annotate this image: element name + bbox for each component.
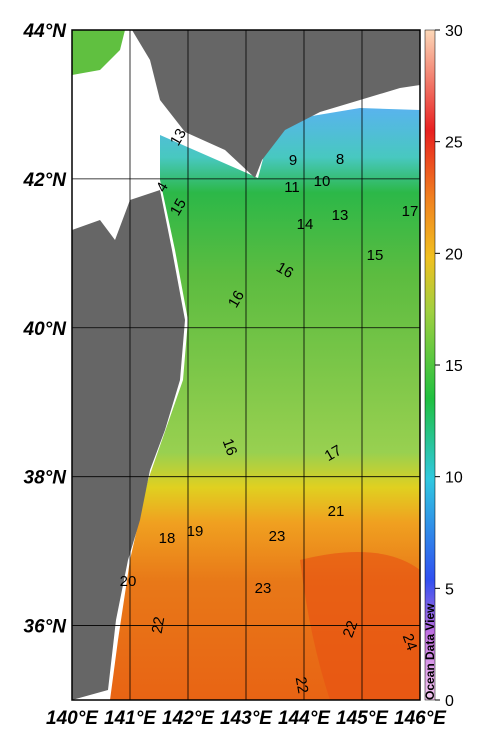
contour-label: 23 [255, 580, 272, 597]
colorbar-tick-label: 10 [445, 470, 463, 487]
lat-tick-label: 36°N [24, 617, 68, 638]
map-area [71, 29, 421, 701]
contour-label: 24 [399, 631, 421, 652]
contour-label: 21 [328, 503, 345, 520]
contour-label: 10 [314, 173, 331, 190]
lon-tick-label: 141°E [104, 708, 157, 729]
colorbar [424, 29, 436, 701]
contour-label: 14 [297, 216, 314, 233]
contour-label: 19 [187, 523, 204, 540]
lon-tick-label: 143°E [220, 708, 273, 729]
contour-label: 15 [367, 247, 384, 264]
contour-label: 16 [273, 259, 296, 282]
sea-patch [300, 552, 420, 700]
contour-label: 15 [167, 196, 190, 219]
contour-label: 17 [322, 442, 345, 465]
lon-tick-label: 146°E [394, 708, 447, 729]
contour-label: 11 [284, 179, 300, 196]
contour-label: 23 [269, 528, 286, 545]
colorbar-tick-label: 15 [445, 358, 463, 375]
contour-label: 16 [225, 288, 248, 311]
land [132, 30, 420, 178]
lat-tick-label: 38°N [24, 468, 68, 489]
colorbar-tick-label: 30 [445, 23, 463, 40]
lat-tick-label: 40°N [23, 319, 68, 340]
sea-surface [110, 108, 420, 700]
contour-label: 22 [149, 615, 169, 634]
contour-label: 22 [292, 675, 312, 694]
watermark: Ocean Data View [423, 603, 437, 700]
land [72, 190, 185, 700]
contour-label: 8 [336, 151, 344, 168]
lon-tick-label: 144°E [278, 708, 331, 729]
lon-tick-label: 140°E [46, 708, 99, 729]
sea-patch [72, 30, 125, 75]
contour-label: 13 [167, 126, 190, 149]
contour-label: 20 [120, 573, 137, 590]
contour-label: 16 [219, 436, 241, 457]
lon-tick-label: 142°E [162, 708, 215, 729]
contour-label: 18 [159, 530, 176, 547]
colorbar-tick-label: 5 [445, 581, 454, 598]
contour-label: 22 [340, 618, 362, 639]
contour-label: 9 [289, 152, 297, 169]
contour-label: 13 [332, 207, 349, 224]
colorbar-tick-label: 20 [445, 246, 463, 263]
contour-label: 17 [402, 203, 419, 220]
lat-tick-label: 44°N [23, 21, 68, 42]
map-frame [71, 29, 421, 701]
lat-tick-label: 42°N [23, 170, 68, 191]
colorbar-tick-label: 25 [445, 135, 463, 152]
colorbar-tick-label: 0 [445, 693, 454, 710]
lon-tick-label: 145°E [336, 708, 389, 729]
